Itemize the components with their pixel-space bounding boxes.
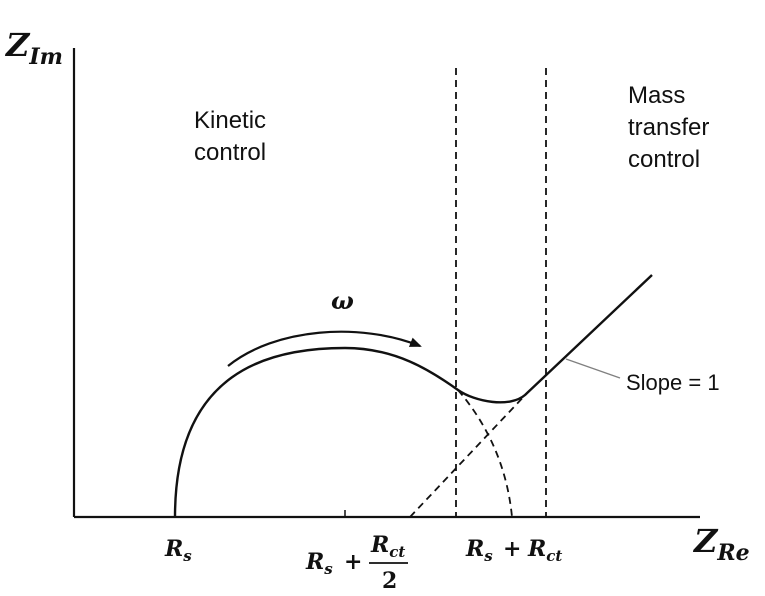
svg-text:+: + [344, 549, 362, 575]
x-axis-title: ZRe [692, 522, 750, 566]
rs-tick-label: Rs [164, 536, 192, 565]
mass-transfer-control-label: Mass transfer control [628, 82, 716, 173]
slope-label: Slope = 1 [626, 370, 720, 395]
slope-leader-line [565, 358, 621, 379]
kinetic-control-label: Kinetic control [194, 107, 273, 166]
semicircle-center-label: Rs + Rct 2 [305, 532, 408, 594]
svg-text:Rct: Rct [527, 536, 562, 565]
impedance-curve [173, 274, 653, 518]
y-axis-title: ZIm [4, 26, 63, 70]
frequency-arrow [227, 330, 422, 367]
svg-text:+: + [503, 536, 521, 562]
svg-text:Rs: Rs [305, 549, 333, 578]
omega-label: ω [331, 286, 354, 315]
svg-text:2: 2 [382, 568, 397, 594]
semicircle-extension-dashed [457, 389, 513, 518]
svg-text:Rct: Rct [370, 532, 405, 561]
warburg-extension-dashed [409, 389, 531, 518]
svg-text:Rs: Rs [465, 536, 493, 565]
rs-plus-rct-label: Rs + Rct [465, 536, 562, 565]
